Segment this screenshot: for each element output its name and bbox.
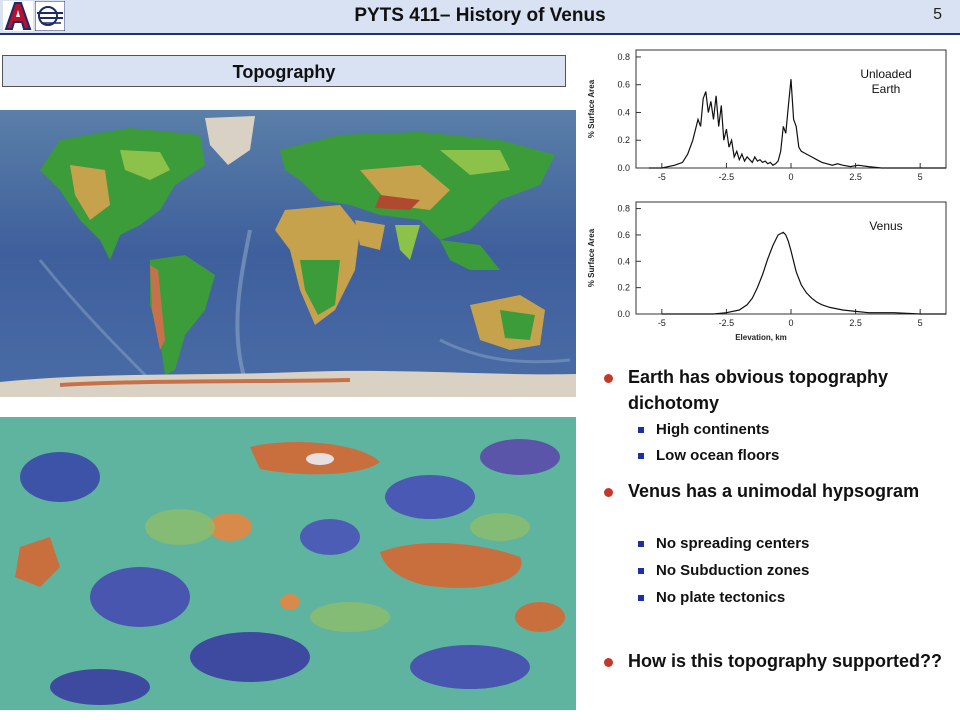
chart-annotation: Earth — [872, 82, 901, 96]
sub-bullet-square-icon — [638, 453, 644, 459]
page-number: 5 — [933, 6, 942, 23]
series-line — [661, 231, 946, 315]
y-tick-label: 0.2 — [617, 283, 630, 293]
x-tick-label: -5 — [658, 172, 666, 182]
x-tick-label: -5 — [658, 318, 666, 328]
x-tick-label: -2.5 — [719, 172, 735, 182]
series-line — [648, 79, 946, 169]
y-tick-label: 0.8 — [617, 204, 630, 214]
x-tick-label: 2.5 — [849, 318, 862, 328]
y-tick-label: 0.8 — [617, 52, 630, 62]
bullet-text: How is this topography supported?? — [628, 651, 942, 671]
sub-bullet-text: No Subduction zones — [656, 562, 810, 579]
x-tick-label: 5 — [918, 172, 923, 182]
sub-bullet-text: No plate tectonics — [656, 589, 786, 606]
bullet-dot-icon — [604, 488, 613, 497]
x-tick-label: 2.5 — [849, 172, 862, 182]
x-tick-label: -2.5 — [719, 318, 735, 328]
bullet-dot-icon — [604, 374, 613, 383]
venus-hypsogram-chart: 0.8 0.6 0.4 0.2 0.0 -5 -2.5 0 2.5 5 % Surface Area… — [587, 201, 947, 342]
slide-header: PYTS 411– History of Venus 5 — [0, 0, 960, 35]
lunar-planetary-lab-logo-icon — [35, 1, 65, 31]
sub-bullet-square-icon — [638, 595, 644, 601]
y-tick-label: 0.2 — [617, 135, 630, 145]
sub-bullet-text: Low ocean floors — [656, 447, 780, 464]
sub-bullet-square-icon — [638, 568, 644, 574]
university-of-arizona-logo-icon — [3, 1, 33, 31]
y-axis-label: % Surface Area — [587, 228, 596, 287]
x-tick-label: 0 — [788, 172, 793, 182]
y-tick-label: 0.6 — [617, 80, 630, 90]
sub-bullet-square-icon — [638, 427, 644, 433]
slide-title: PYTS 411– History of Venus — [354, 5, 606, 26]
earth-topography-map — [0, 110, 576, 397]
bullet-text: Venus has a unimodal hypsogram — [628, 481, 920, 501]
sub-bullet-text: High continents — [656, 421, 770, 438]
y-axis-label: % Surface Area — [587, 79, 596, 138]
chart-annotation: Venus — [869, 219, 902, 233]
chart-annotation: Unloaded — [860, 67, 911, 81]
section-title: Topography — [232, 62, 336, 82]
bullet-text: Earth has obvious topography dichotomy — [628, 367, 889, 413]
y-tick-label: 0.4 — [617, 107, 630, 117]
y-tick-label: 0.4 — [617, 256, 630, 266]
y-tick-label: 0.6 — [617, 230, 630, 240]
y-tick-label: 0.0 — [617, 309, 630, 319]
bullet-dot-icon — [604, 658, 613, 667]
x-axis-label: Elevation, km — [735, 333, 787, 342]
sub-bullet-square-icon — [638, 541, 644, 547]
y-tick-label: 0.0 — [617, 163, 630, 173]
earth-hypsogram-chart: 0.8 0.6 0.4 0.2 0.0 -5 -2.5 0 2.5 5 % Surface Area… — [587, 49, 947, 182]
x-tick-label: 0 — [788, 318, 793, 328]
sub-bullet-text: No spreading centers — [656, 535, 810, 552]
venus-topography-map — [0, 417, 576, 710]
section-title-box: Topography — [2, 55, 566, 87]
x-tick-label: 5 — [918, 318, 923, 328]
